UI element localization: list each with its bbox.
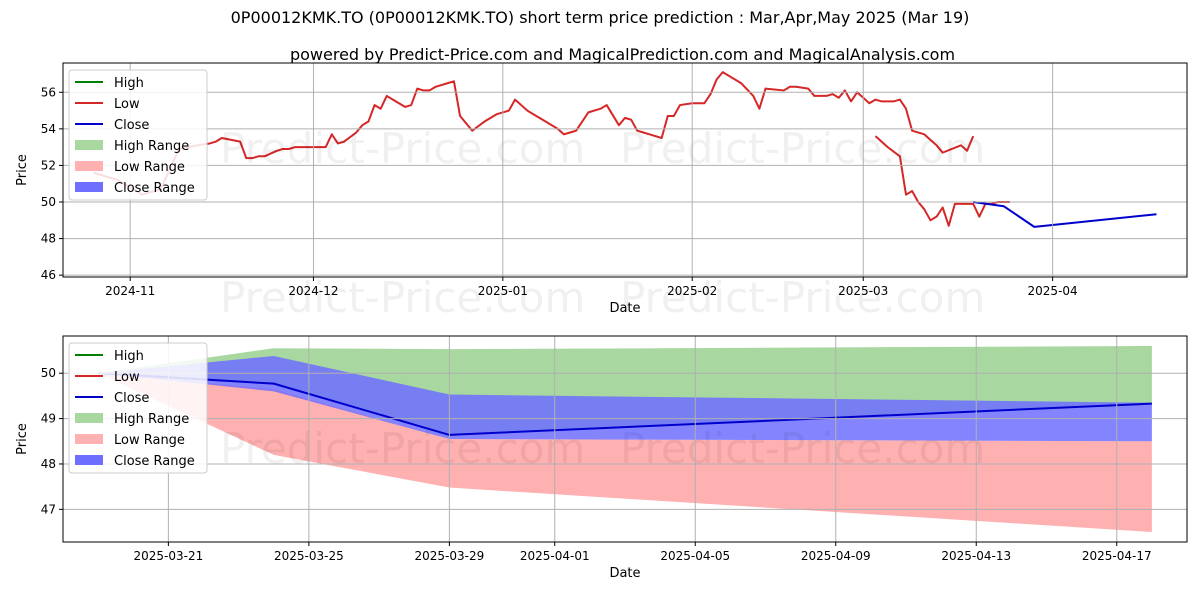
- chart2-legend-swatch-high-range: [75, 413, 103, 423]
- chart2-legend-label: High Range: [114, 412, 189, 427]
- chart1-watermark: Predict-Price.com: [220, 273, 585, 322]
- chart2-legend-label: Low: [114, 370, 140, 385]
- chart2-close-range-band: [98, 355, 1152, 442]
- chart2-legend-label: Close: [114, 391, 149, 406]
- chart2-x-tick-label: 2025-03-21: [134, 549, 204, 563]
- chart1-legend-label: Low Range: [114, 160, 185, 175]
- chart2-legend-label: Low Range: [114, 433, 185, 448]
- chart2-plot-area: [98, 345, 1152, 533]
- chart1-y-axis-label: Price: [15, 154, 30, 186]
- chart2-x-tick-label: 2025-04-01: [520, 549, 590, 563]
- chart2-legend-label: Close Range: [114, 454, 195, 469]
- chart2-watermark: Predict-Price.com: [220, 424, 585, 473]
- chart1-x-tick-label: 2024-12: [288, 284, 338, 298]
- chart2-frame: [62, 335, 1188, 543]
- chart1-legend-label: Close Range: [114, 181, 195, 196]
- chart2-y-tick-label: 48: [41, 457, 56, 471]
- chart2-watermark: Predict-Price.com: [620, 424, 985, 473]
- chart1-low-line: [93, 71, 975, 196]
- chart2-x-tick-label: 2025-04-17: [1082, 549, 1152, 563]
- chart1-x-tick-label: 2025-02: [667, 284, 717, 298]
- chart2-x-tick-label: 2025-03-25: [274, 549, 344, 563]
- chart1-y-tick-label: 56: [41, 85, 56, 99]
- chart1-x-tick-label: 2025-04: [1028, 284, 1078, 298]
- chart1-watermark: Predict-Price.com: [220, 124, 585, 173]
- chart1-legend-swatch-low-range: [75, 161, 103, 171]
- chart-title: 0P00012KMK.TO (0P00012KMK.TO) short term…: [230, 8, 970, 27]
- chart2-y-axis-label: Price: [15, 423, 30, 455]
- chart1-legend-swatch-close-range: [75, 182, 103, 192]
- chart2-legend-swatch-low-range: [75, 434, 103, 444]
- chart2-x-tick-label: 2025-04-05: [660, 549, 730, 563]
- chart-subtitle: powered by Predict-Price.com and Magical…: [289, 45, 956, 64]
- chart1-x-tick-label: 2025-03: [838, 284, 888, 298]
- chart1-x-tick-label: 2025-01: [478, 284, 528, 298]
- chart1-legend-label: Close: [114, 118, 149, 133]
- chart2-x-tick-label: 2025-03-29: [415, 549, 485, 563]
- chart1-y-tick-label: 54: [41, 122, 56, 136]
- chart1-y-tick-label: 50: [41, 195, 56, 209]
- chart2-x-axis-label: Date: [609, 566, 640, 581]
- chart2-y-tick-label: 47: [41, 502, 56, 516]
- chart1-close-line: [973, 201, 1157, 228]
- chart1-legend-swatch-high-range: [75, 140, 103, 150]
- chart1-legend-box: [68, 69, 208, 201]
- chart1-x-axis-label: Date: [609, 301, 640, 316]
- chart2-y-tick-label: 49: [41, 412, 56, 426]
- chart1-frame: [62, 62, 1188, 278]
- chart2-low-range-band: [98, 373, 1152, 533]
- chart1-y-tick-label: 52: [41, 158, 56, 172]
- chart2-legend-label: High: [114, 349, 144, 364]
- chart1-plot-area: [93, 71, 1157, 228]
- chart1-x-tick-label: 2024-11: [105, 284, 155, 298]
- chart2-legend-box: [68, 342, 208, 474]
- chart2-y-tick-label: 50: [41, 366, 56, 380]
- chart1-y-tick-label: 46: [41, 268, 56, 282]
- chart1-y-tick-label: 48: [41, 232, 56, 246]
- chart2-legend-swatch-close-range: [75, 455, 103, 465]
- chart2-x-tick-label: 2025-04-09: [801, 549, 871, 563]
- chart1-legend-label: Low: [114, 97, 140, 112]
- chart1-legend-label: High Range: [114, 139, 189, 154]
- chart2-x-tick-label: 2025-04-13: [941, 549, 1011, 563]
- chart1-watermark: Predict-Price.com: [620, 273, 985, 322]
- chart1-legend-label: High: [114, 76, 144, 91]
- chart1-watermark: Predict-Price.com: [620, 124, 985, 173]
